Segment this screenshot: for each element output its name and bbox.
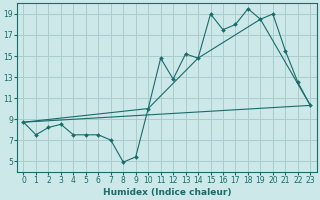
X-axis label: Humidex (Indice chaleur): Humidex (Indice chaleur): [103, 188, 231, 197]
